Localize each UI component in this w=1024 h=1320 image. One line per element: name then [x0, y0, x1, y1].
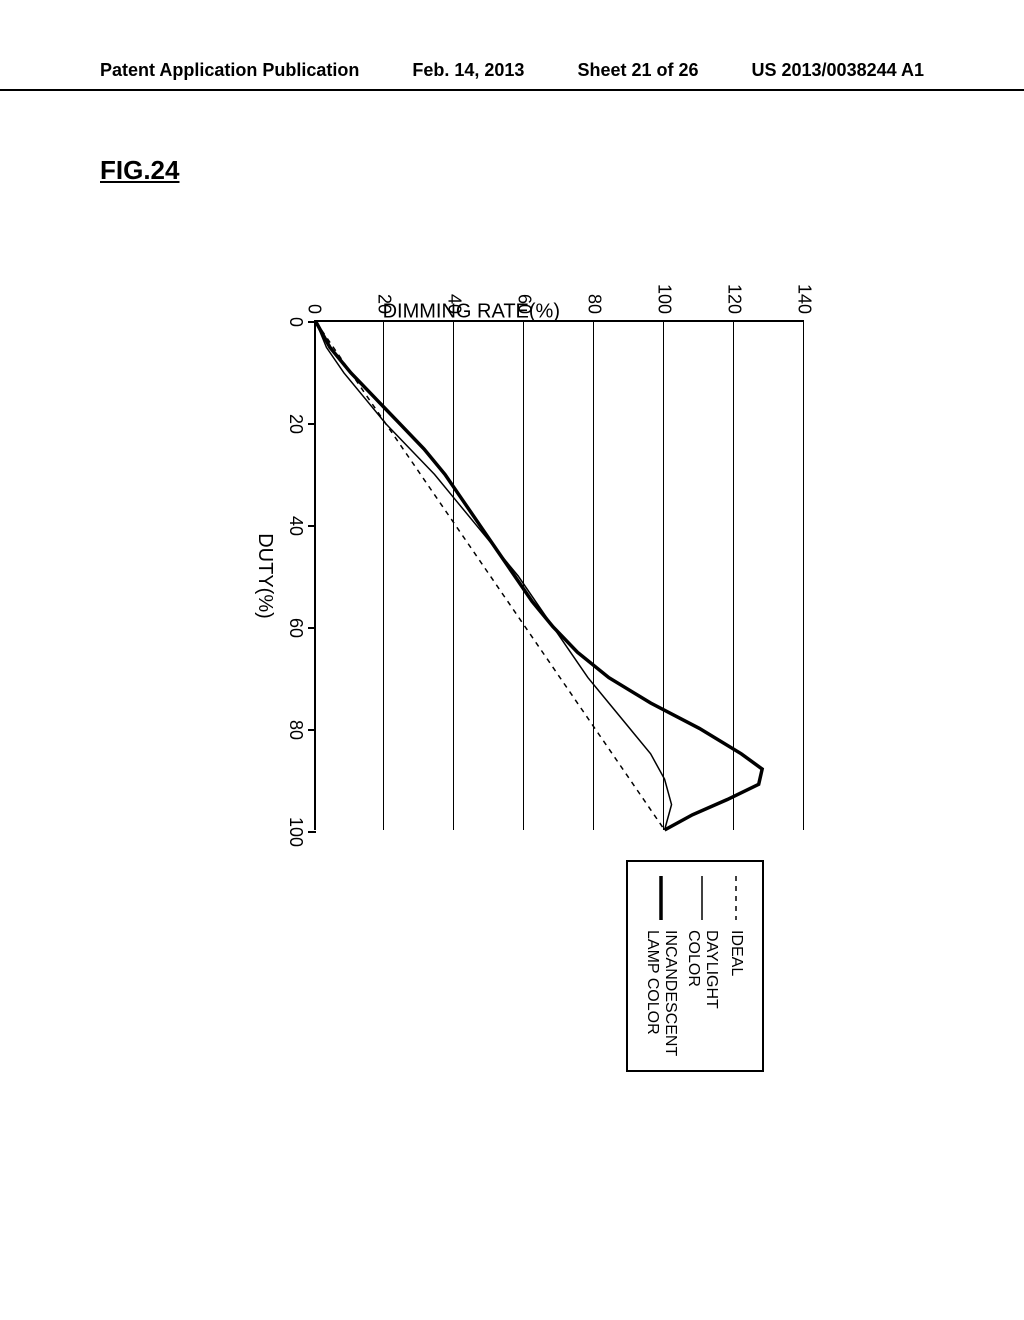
legend-swatch: [726, 876, 746, 920]
series-ideal: [316, 322, 665, 830]
legend: IDEAL DAYLIGHT COLORINCANDESCENTLAMP COLO…: [626, 860, 764, 1072]
pub-number: US 2013/0038244 A1: [752, 60, 924, 81]
pub-label: Patent Application Publication: [100, 60, 359, 81]
ytick-label: 120: [724, 272, 745, 322]
chart-container: DIMMING RATE(%) DUTY(%) 0204060801001201…: [0, 120, 1024, 1144]
ytick-label: 60: [514, 272, 535, 322]
legend-label: IDEAL: [727, 930, 745, 976]
legend-swatch: [651, 876, 671, 920]
gridline-h: [593, 322, 594, 830]
ytick-label: 20: [374, 272, 395, 322]
legend-label: DAYLIGHT COLOR: [685, 930, 720, 1056]
ytick-label: 140: [794, 272, 815, 322]
ytick-label: 80: [584, 272, 605, 322]
gridline-h: [453, 322, 454, 830]
xtick-label: 100: [285, 817, 316, 847]
gridline-h: [523, 322, 524, 830]
ytick-label: 100: [654, 272, 675, 322]
gridline-h: [383, 322, 384, 830]
sheet-number: Sheet 21 of 26: [577, 60, 698, 81]
page-header: Patent Application Publication Feb. 14, …: [0, 60, 1024, 91]
legend-label: INCANDESCENTLAMP COLOR: [644, 930, 679, 1056]
xtick-label: 60: [285, 618, 316, 638]
legend-row: INCANDESCENTLAMP COLOR: [644, 876, 679, 1056]
xtick-label: 80: [285, 720, 316, 740]
gridline-h: [663, 322, 664, 830]
ytick-label: 0: [304, 272, 325, 322]
xtick-label: 20: [285, 414, 316, 434]
xtick-label: 0: [285, 317, 316, 327]
gridline-h: [803, 322, 804, 830]
series-daylight-color: [316, 322, 672, 830]
pub-date: Feb. 14, 2013: [412, 60, 524, 81]
x-axis-label: DUTY(%): [253, 533, 316, 619]
ytick-label: 40: [444, 272, 465, 322]
plot-area: DIMMING RATE(%) DUTY(%) 0204060801001201…: [314, 320, 804, 830]
chart-svg: [316, 322, 804, 830]
gridline-h: [733, 322, 734, 830]
legend-swatch: [692, 876, 712, 920]
legend-row: IDEAL: [726, 876, 746, 1056]
xtick-label: 40: [285, 516, 316, 536]
legend-row: DAYLIGHT COLOR: [685, 876, 720, 1056]
